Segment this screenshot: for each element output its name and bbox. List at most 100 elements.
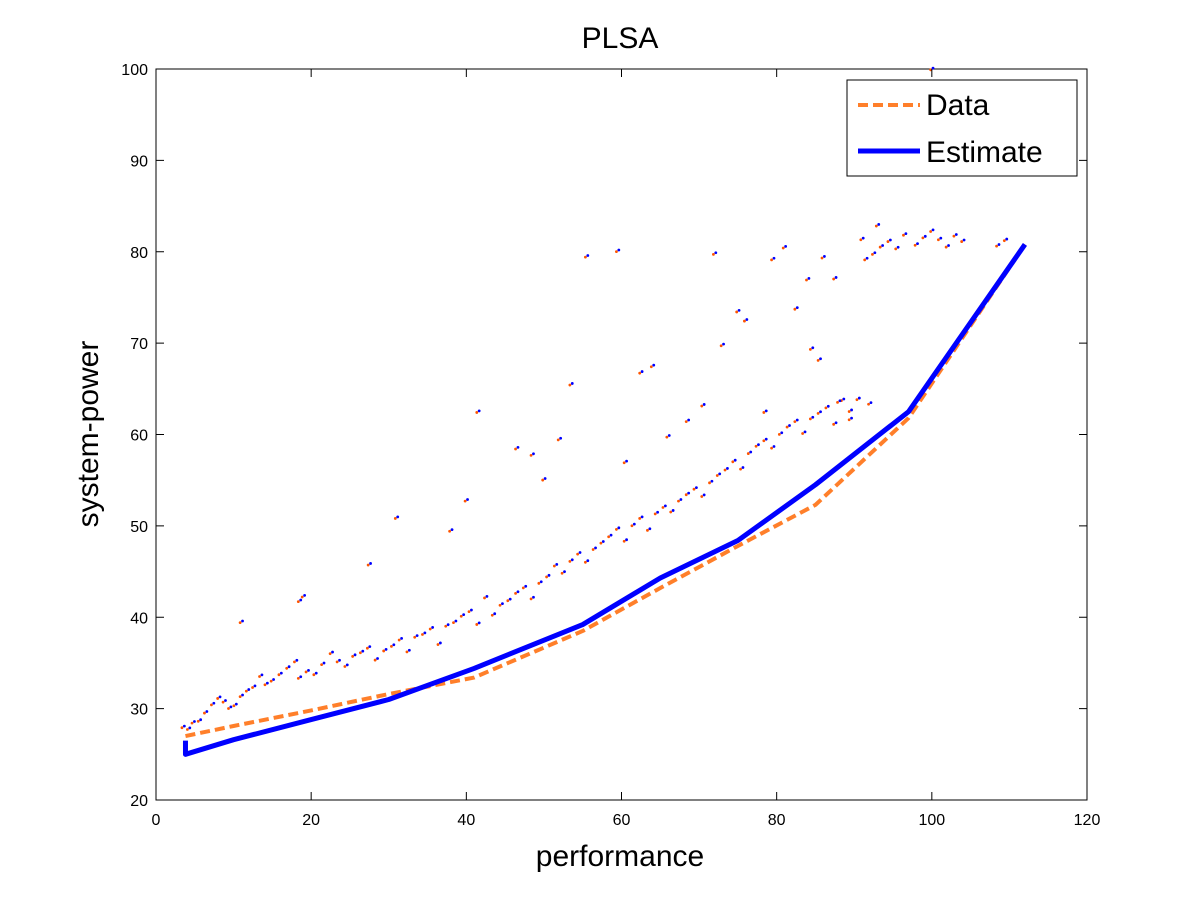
scatter-point [638, 371, 642, 375]
scatter-point [238, 621, 242, 625]
scatter-point [944, 245, 948, 249]
scatter-point [244, 689, 248, 693]
scatter-point [931, 228, 935, 232]
scatter-point [431, 626, 435, 629]
scatter-point [413, 635, 417, 639]
scatter-point [188, 726, 192, 730]
scatter-point [514, 447, 517, 451]
x-tick-label: 80 [768, 812, 786, 829]
y-tick-label: 50 [130, 519, 148, 536]
scatter-point [532, 595, 535, 599]
scatter-point [754, 444, 758, 448]
scatter-point [700, 404, 704, 408]
scatter-point [622, 461, 626, 465]
scatter-point [475, 411, 479, 414]
scatter-point [556, 438, 560, 442]
y-tick-label: 60 [130, 428, 148, 445]
scatter-point [777, 432, 781, 436]
scatter-point [251, 686, 254, 689]
scatter-point [735, 310, 739, 314]
scatter-point [684, 493, 688, 497]
scatter-point [529, 597, 533, 601]
scatter-point [358, 651, 362, 655]
scatter-point [781, 246, 785, 250]
scatter-point [702, 403, 706, 406]
scatter-point [400, 636, 403, 640]
scatter-point [438, 641, 442, 645]
scatter-point [929, 230, 933, 233]
scatter-point [227, 707, 230, 710]
scatter-point [820, 256, 824, 260]
scatter-point [299, 675, 303, 679]
scatter-point [665, 435, 669, 439]
scatter-point [253, 684, 257, 688]
scatter-point [808, 417, 812, 421]
scatter-point [874, 224, 878, 228]
scatter-point [834, 421, 838, 425]
scatter-point [826, 404, 830, 408]
scatter-point [962, 238, 966, 242]
scatter-point [687, 491, 691, 495]
scatter-point [749, 450, 753, 454]
scatter-point [506, 599, 510, 603]
scatter-point [382, 649, 386, 653]
scatter-point [617, 248, 621, 252]
scatter-point [436, 643, 440, 646]
scatter-point [338, 658, 341, 662]
scatter-point [448, 529, 452, 533]
scatter-point [807, 276, 811, 280]
scatter-point [285, 666, 289, 670]
scatter-point [667, 434, 671, 437]
scatter-point [863, 258, 867, 262]
scatter-point [475, 623, 479, 626]
scatter-point [205, 710, 209, 713]
scatter-point [516, 590, 520, 594]
scatter-point [423, 631, 427, 635]
chart-title: PLSA [582, 22, 659, 55]
scatter-point [373, 658, 377, 662]
scatter-point [904, 232, 908, 235]
scatter-point [793, 307, 797, 311]
scatter-point [1005, 237, 1009, 241]
scatter-point [764, 409, 768, 413]
scatter-point [877, 223, 881, 226]
scatter-point [343, 665, 347, 668]
y-tick-label: 70 [130, 336, 148, 353]
scatter-point [871, 252, 874, 256]
scatter-point [684, 420, 688, 423]
scatter-point [543, 477, 547, 480]
scatter-point [757, 443, 760, 447]
scatter-point [485, 594, 489, 598]
scatter-point [679, 498, 683, 501]
scatter-point [834, 276, 838, 279]
scatter-point [218, 695, 222, 699]
scatter-point [630, 524, 634, 528]
scatter-point [793, 420, 797, 423]
scatter-point [653, 512, 657, 516]
scatter-point [450, 528, 454, 532]
scatter-point [913, 243, 917, 247]
scatter-point [299, 598, 303, 602]
scatter-point [805, 278, 808, 282]
scatter-point [715, 474, 719, 477]
scatter-point [304, 670, 308, 674]
scatter-point [322, 661, 326, 665]
scatter-point [625, 538, 628, 542]
scatter-point [819, 410, 822, 414]
scatter-point [397, 638, 401, 642]
scatter-point [260, 673, 264, 677]
scatter-point [669, 510, 673, 514]
scatter-point [780, 431, 784, 435]
scatter-point [193, 720, 196, 723]
scatter-point [203, 711, 206, 715]
scatter-point [726, 467, 729, 470]
scatter-point [731, 460, 735, 464]
scatter-point [405, 650, 409, 654]
scatter-point [265, 681, 269, 685]
scatter-point [888, 238, 892, 242]
scatter-point [609, 533, 613, 537]
scatter-point [808, 348, 812, 351]
scatter-point [384, 647, 388, 651]
scatter-point [229, 705, 233, 709]
scatter-point [199, 718, 203, 722]
